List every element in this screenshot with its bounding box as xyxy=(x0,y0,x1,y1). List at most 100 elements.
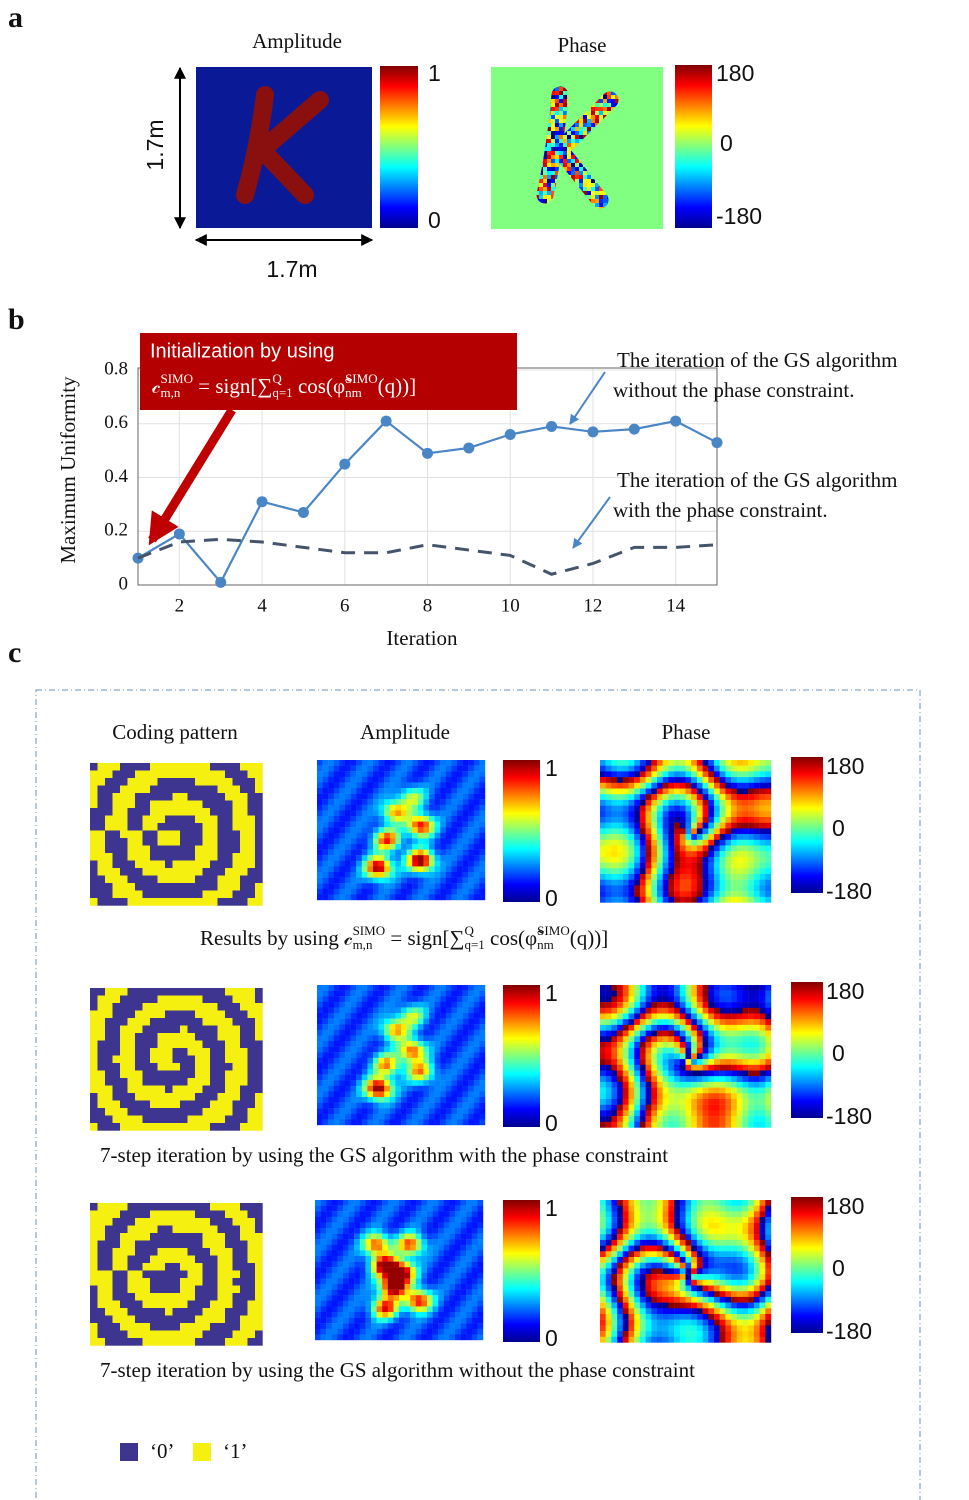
coding-cell xyxy=(97,853,106,861)
amplitude-cell xyxy=(350,1001,357,1008)
noise-cell xyxy=(543,135,547,139)
noise-cell xyxy=(611,139,615,143)
amplitude-cell xyxy=(328,855,334,861)
amplitude-cell xyxy=(317,872,323,878)
amplitude-cell xyxy=(445,1007,452,1014)
coding-cell xyxy=(105,898,113,906)
noise-cell xyxy=(579,159,583,163)
noise-cell xyxy=(551,107,555,111)
amplitude-cell xyxy=(339,827,346,833)
phase-cell xyxy=(668,856,675,863)
phase-cell xyxy=(765,805,772,812)
phase-cell xyxy=(645,828,652,835)
noise-cell xyxy=(535,95,539,99)
phase-cell xyxy=(639,879,646,886)
noise-cell xyxy=(575,223,579,227)
phase-cell xyxy=(628,985,635,991)
phase-cell xyxy=(628,794,635,801)
noise-cell xyxy=(623,175,627,179)
phase-cell xyxy=(765,765,772,772)
amplitude-cell xyxy=(339,804,346,811)
amplitude-cell xyxy=(417,894,424,901)
noise-cell xyxy=(659,75,663,79)
noise-cell xyxy=(575,199,579,203)
coding-cell xyxy=(187,785,196,794)
noise-cell xyxy=(599,83,603,87)
noise-cell xyxy=(531,211,535,215)
noise-cell xyxy=(627,115,631,119)
noise-cell xyxy=(591,115,595,119)
phase-cell xyxy=(617,856,623,863)
noise-cell xyxy=(499,167,503,171)
amplitude-cell xyxy=(412,1113,418,1120)
amplitude-cell xyxy=(451,760,458,766)
phase-cell xyxy=(742,896,749,903)
noise-cell xyxy=(491,99,495,103)
amplitude-cell xyxy=(350,860,357,867)
coding-cell xyxy=(127,1055,136,1064)
noise-cell xyxy=(587,127,591,131)
coding-cell xyxy=(232,853,241,861)
noise-cell xyxy=(503,143,507,147)
phase-cell xyxy=(605,805,612,812)
coding-cell xyxy=(210,785,218,794)
phase-cell xyxy=(691,885,698,892)
phase-cell xyxy=(748,834,755,840)
amplitude-cell xyxy=(473,1080,480,1086)
phase-cell xyxy=(668,822,675,829)
phase-cell xyxy=(742,799,749,806)
phase-cell xyxy=(691,822,698,829)
amplitude-cell xyxy=(468,832,474,839)
noise-cell xyxy=(575,111,579,115)
noise-cell xyxy=(587,219,591,223)
coding-cell xyxy=(135,1100,143,1109)
coding-cell xyxy=(135,868,143,876)
amplitude-cell xyxy=(429,1041,435,1047)
coding-cell xyxy=(97,868,106,876)
noise-cell xyxy=(639,147,643,151)
noise-cell xyxy=(579,187,583,191)
noise-cell xyxy=(523,103,527,107)
phase-cell xyxy=(657,771,663,778)
noise-cell xyxy=(619,147,623,151)
noise-cell xyxy=(627,75,631,79)
amplitude-cell xyxy=(384,1108,390,1114)
amplitude-cell xyxy=(412,1052,418,1058)
noise-cell xyxy=(535,139,539,143)
amplitude-cell xyxy=(384,771,390,777)
phase-cell xyxy=(651,771,658,778)
noise-cell xyxy=(539,103,543,107)
noise-cell xyxy=(595,107,599,111)
noise-cell xyxy=(531,151,535,155)
amplitude-cell xyxy=(367,883,374,889)
coding-cell xyxy=(135,853,143,861)
noise-cell xyxy=(531,207,535,211)
amplitude-cell xyxy=(473,1052,480,1058)
init-box-title: Initialization by using xyxy=(150,340,335,362)
noise-cell xyxy=(511,123,515,127)
phase-cell xyxy=(765,896,772,903)
noise-cell xyxy=(655,211,659,215)
amplitude-cell xyxy=(328,810,334,817)
noise-cell xyxy=(611,163,615,167)
coding-cell xyxy=(217,793,226,801)
phase-cell xyxy=(634,794,641,801)
coding-cell xyxy=(210,793,218,801)
noise-cell xyxy=(551,135,555,139)
amplitude-cell xyxy=(462,985,469,991)
coding-cell xyxy=(195,1033,203,1041)
amplitude-cell xyxy=(429,816,435,822)
amplitude-cell xyxy=(350,1080,357,1086)
amplitude-cell xyxy=(417,1013,424,1019)
coding-cell xyxy=(157,815,166,824)
coding-cell xyxy=(187,800,196,809)
amplitude-cell xyxy=(473,996,480,1002)
amplitude-cell xyxy=(417,1046,424,1053)
noise-cell xyxy=(551,179,555,183)
noise-cell xyxy=(563,227,567,231)
noise-cell xyxy=(659,123,663,127)
amplitude-cell xyxy=(356,838,362,845)
amplitude-cell xyxy=(423,1029,430,1036)
noise-cell xyxy=(631,103,635,107)
noise-cell xyxy=(575,91,579,95)
